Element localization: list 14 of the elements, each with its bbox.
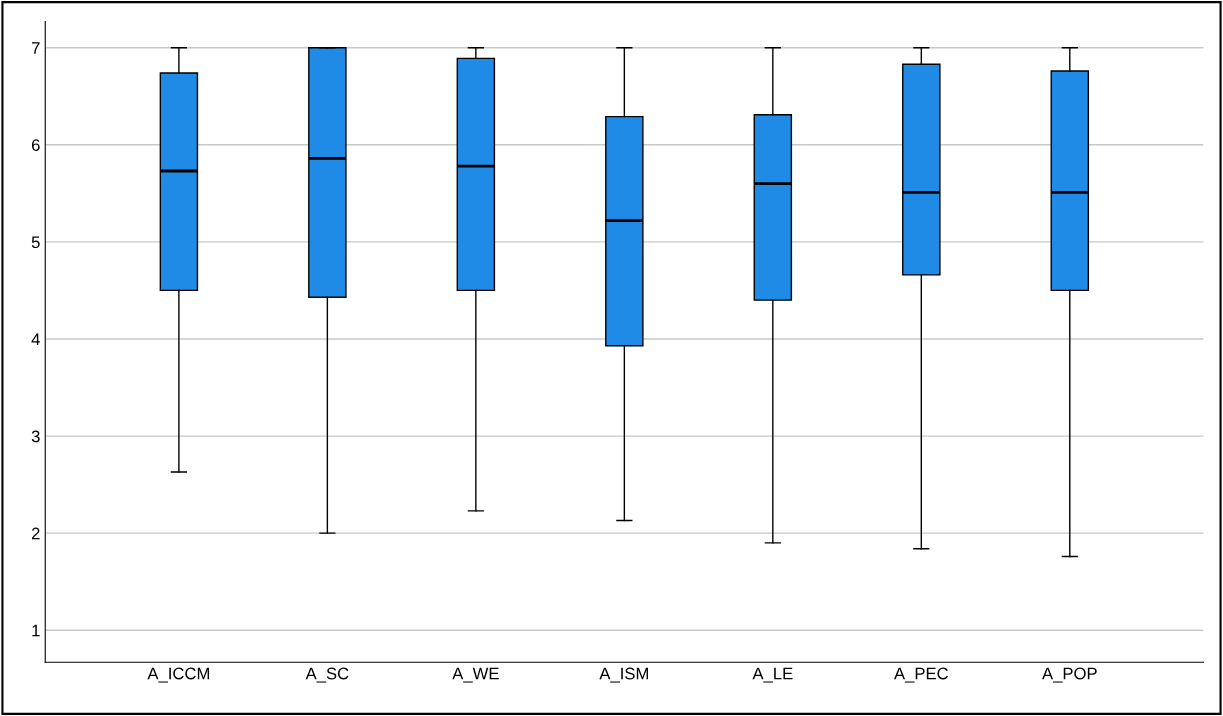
x-tick-label: A_ISM xyxy=(599,667,648,683)
y-tick-label: 2 xyxy=(31,527,40,540)
y-tick-label: 7 xyxy=(31,42,40,54)
x-tick-label: A_ICCM xyxy=(147,667,210,683)
y-tick-label: 4 xyxy=(31,333,40,346)
x-tick-label: A_WE xyxy=(452,667,499,683)
x-tick-label: A_POP xyxy=(1042,667,1097,683)
x-tick-label: A_SC xyxy=(305,667,349,683)
x-tick-label: A_PEC xyxy=(894,667,948,683)
y-tick-label: 5 xyxy=(31,236,40,249)
y-tick-label: 1 xyxy=(32,624,40,637)
y-tick-label: 6 xyxy=(31,139,40,151)
y-tick-label: 3 xyxy=(31,430,40,443)
x-tick-label: A_LE xyxy=(752,667,793,683)
